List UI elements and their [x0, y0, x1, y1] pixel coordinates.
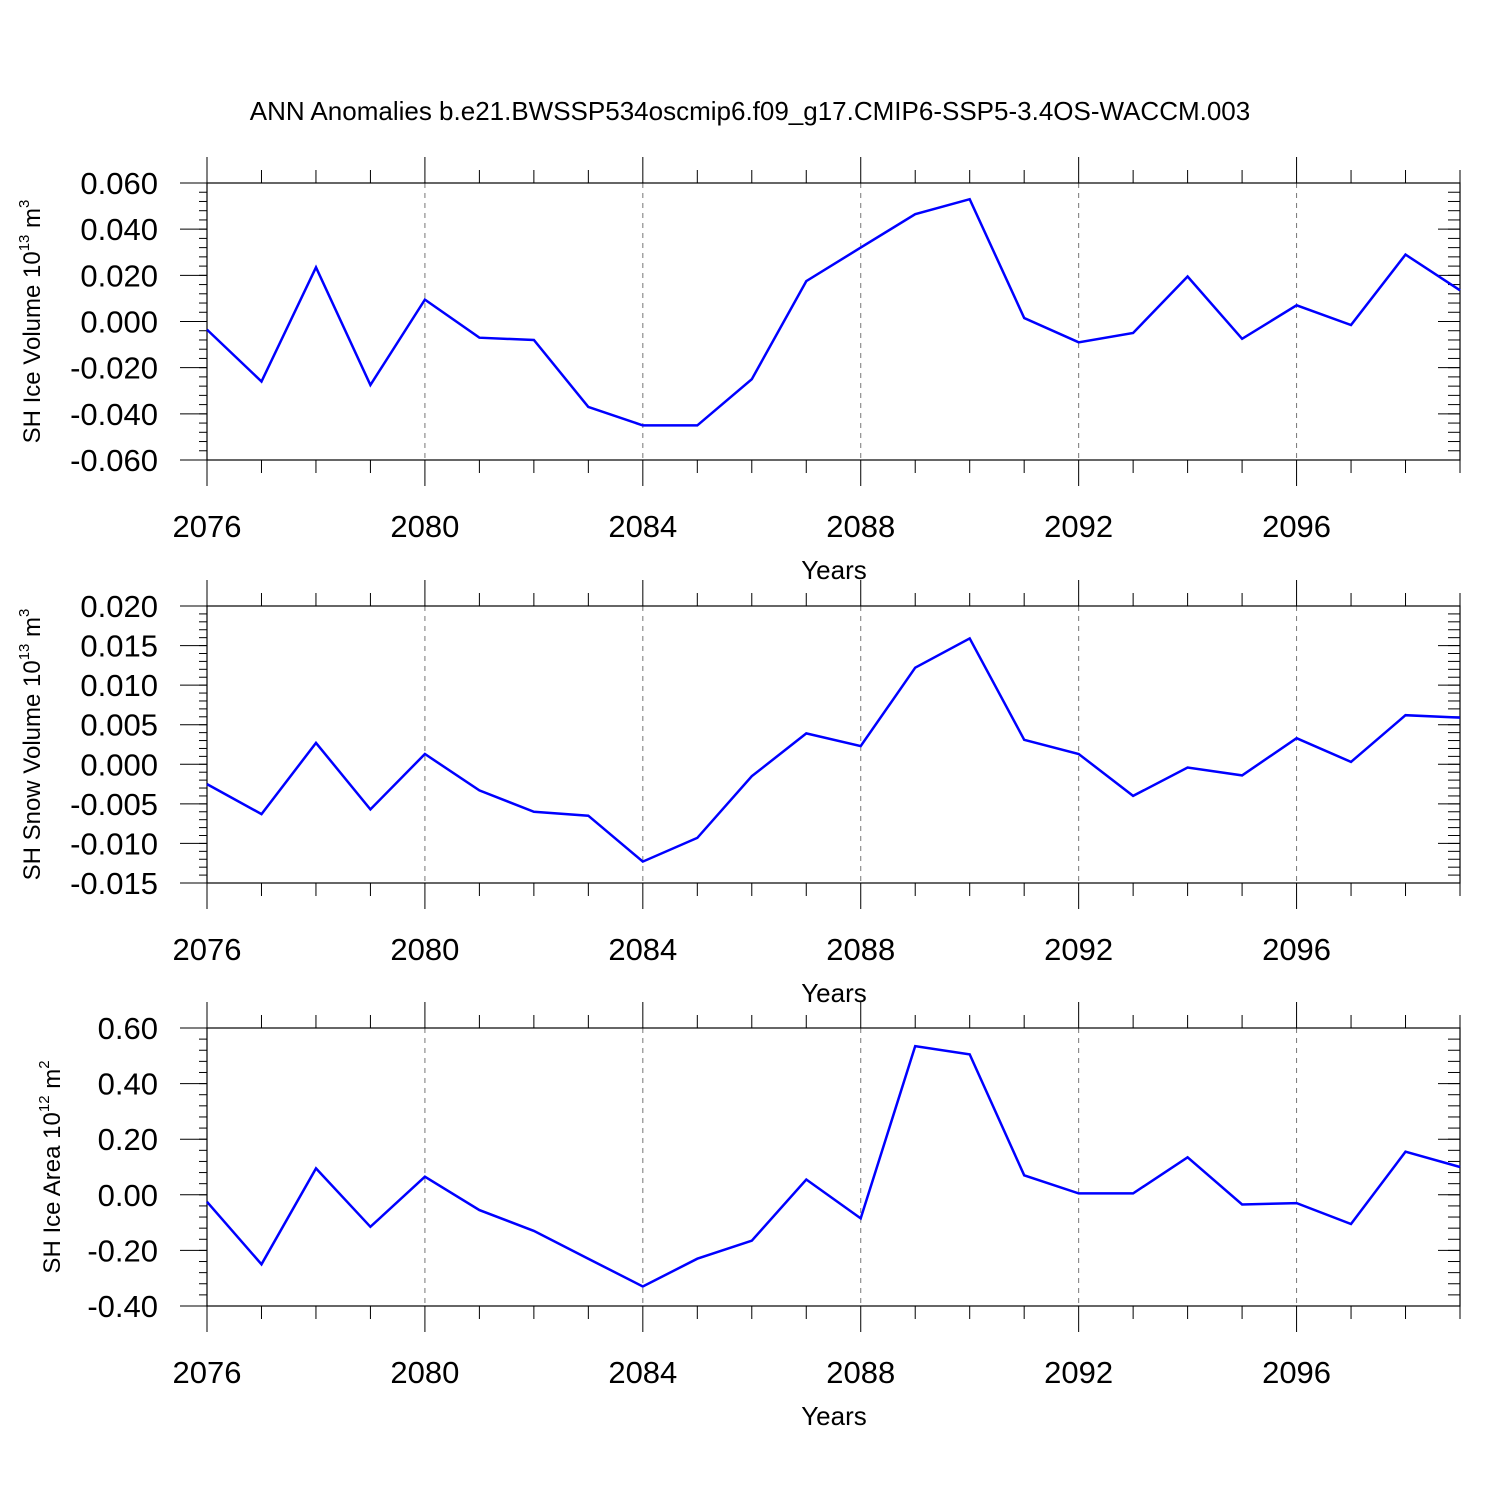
y-tick-label: 0.40: [98, 1067, 158, 1102]
panel-2: -0.015 -0.010 -0.005 0.000 0.005 0.010 0.015 0.…: [16, 580, 1461, 1008]
y-tick-label: 0.015: [80, 629, 158, 664]
y-tick-label: -0.040: [70, 397, 158, 432]
y-axis-label: SH Ice Volume 1013 m3: [16, 200, 46, 444]
y-tick-label: -0.015: [70, 866, 158, 901]
x-tick-label: 2092: [1044, 1355, 1113, 1390]
x-tick-label: 2096: [1262, 932, 1331, 967]
y-tick-label: -0.20: [87, 1233, 158, 1268]
y-tick-label: 0.040: [80, 212, 158, 247]
panel-3: -0.40 -0.20 0.00 0.20 0.40 0.60 2076 2080 2084 20…: [36, 1002, 1461, 1431]
y-tick-label: -0.020: [70, 351, 158, 386]
y-tick-label: -0.060: [70, 443, 158, 478]
plot-frame: [206, 605, 1461, 884]
y-tick-label: 0.00: [98, 1178, 158, 1213]
y-tick-label: 0.020: [80, 589, 158, 624]
x-axis-label: Years: [801, 555, 867, 585]
plot-frame: [206, 1027, 1461, 1307]
y-tick-label: -0.005: [70, 787, 158, 822]
panel-1: -0.060 -0.040 -0.020 0.000 0.020 0.040 0.060 20…: [16, 157, 1461, 585]
x-tick-label: 2076: [173, 1355, 242, 1390]
x-axis-label: Years: [801, 978, 867, 1008]
x-tick-label: 2076: [173, 932, 242, 967]
y-tick-label: -0.010: [70, 826, 158, 861]
y-tick-label: 0.020: [80, 258, 158, 293]
x-tick-label: 2076: [173, 509, 242, 544]
x-tick-label: 2088: [826, 509, 895, 544]
x-tick-label: 2084: [608, 509, 677, 544]
x-tick-label: 2084: [608, 1355, 677, 1390]
x-tick-label: 2092: [1044, 932, 1113, 967]
series-line: [206, 636, 1461, 864]
y-tick-label: -0.40: [87, 1289, 158, 1324]
y-axis-label: SH Ice Area 1012 m2: [36, 1060, 66, 1273]
y-tick-label: 0.010: [80, 668, 158, 703]
x-tick-label: 2096: [1262, 1355, 1331, 1390]
chart-title: ANN Anomalies b.e21.BWSSP534oscmip6.f09_…: [250, 96, 1250, 126]
y-tick-label: 0.000: [80, 305, 158, 340]
y-tick-label: 0.000: [80, 747, 158, 782]
x-tick-label: 2080: [390, 1355, 459, 1390]
y-axis-label: SH Snow Volume 1013 m3: [16, 609, 46, 881]
y-tick-label: 0.60: [98, 1011, 158, 1046]
x-tick-label: 2088: [826, 1355, 895, 1390]
x-tick-label: 2092: [1044, 509, 1113, 544]
x-tick-label: 2084: [608, 932, 677, 967]
x-axis-label: Years: [801, 1401, 867, 1431]
series-line: [206, 197, 1461, 427]
x-tick-label: 2088: [826, 932, 895, 967]
x-tick-label: 2080: [390, 932, 459, 967]
y-tick-label: 0.20: [98, 1122, 158, 1157]
y-tick-label: 0.005: [80, 708, 158, 743]
y-tick-label: 0.060: [80, 166, 158, 201]
series-line: [206, 1044, 1461, 1288]
x-tick-label: 2096: [1262, 509, 1331, 544]
x-tick-label: 2080: [390, 509, 459, 544]
